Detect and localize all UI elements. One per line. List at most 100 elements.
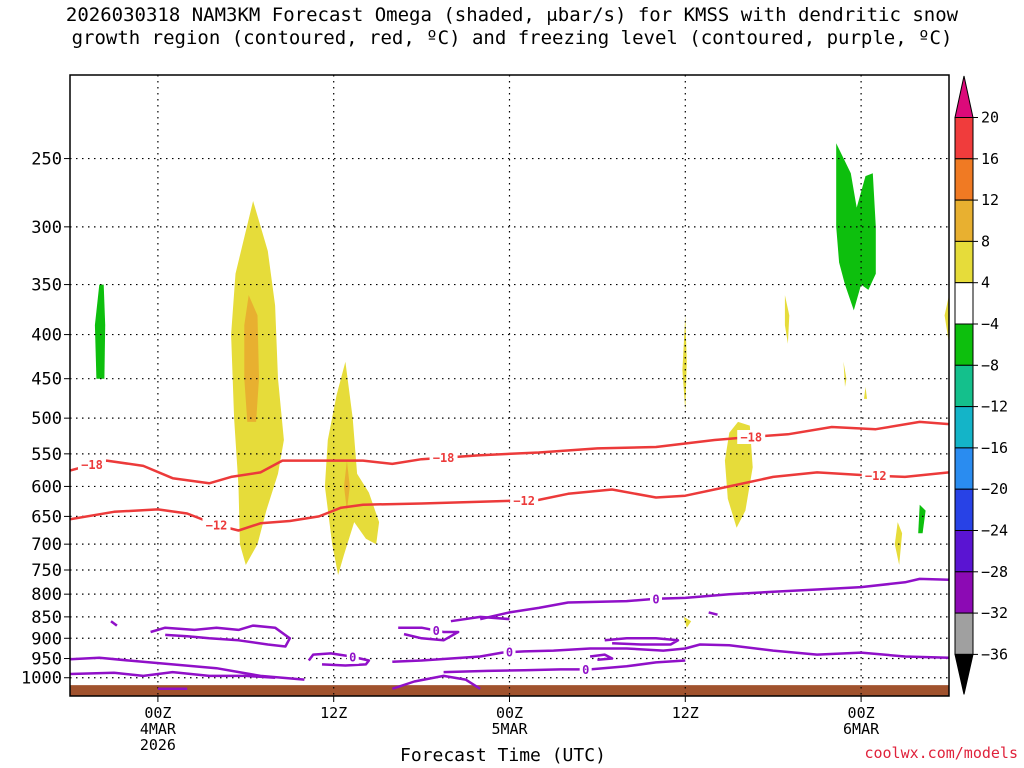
- colorbar-box: [954, 530, 974, 573]
- colorbar-label: 4: [981, 274, 990, 292]
- colorbar-top-arrow: [954, 75, 974, 118]
- colorbar-box: [954, 240, 974, 284]
- y-tick-label: 650: [31, 507, 62, 527]
- red-label-bg: [861, 468, 890, 483]
- colorbar-box: [954, 364, 974, 408]
- y-tick-label: 850: [31, 608, 62, 628]
- purple-contour-label: 0: [349, 650, 356, 664]
- colorbar-label: 8: [981, 232, 990, 250]
- colorbar-label: −8: [981, 356, 999, 374]
- colorbar-box: [954, 406, 974, 449]
- omega-region-4: [344, 460, 350, 511]
- red-contour-0: [70, 420, 949, 485]
- red-contour-label: −12: [513, 494, 535, 508]
- purple-contour-3: [70, 670, 276, 679]
- colorbar-box: [954, 117, 974, 160]
- y-tick-label: 550: [31, 445, 62, 465]
- axes: 2503003504004505005506006507007508008509…: [21, 74, 950, 754]
- x-axis-title: Forecast Time (UTC): [400, 745, 606, 766]
- purple-contour-10: [604, 637, 680, 646]
- colorbar-label: −12: [981, 398, 1008, 416]
- x-tick-label: 00Z: [848, 704, 875, 722]
- y-tick-label: 400: [31, 326, 62, 346]
- contour-lines: [70, 420, 949, 691]
- purple-contour-label: 0: [433, 624, 440, 638]
- x-tick-label: 6MAR: [843, 720, 880, 738]
- purple-contour-0: [479, 577, 949, 621]
- red-contour-label: −12: [206, 518, 228, 532]
- purple-contour-7: [398, 626, 460, 642]
- y-tick-label: 900: [31, 629, 62, 649]
- omega-region-5: [682, 315, 687, 411]
- red-contour-label: −18: [740, 431, 762, 445]
- y-tick-label: 950: [31, 650, 62, 670]
- x-tick-label: 2026: [140, 736, 176, 754]
- colorbar-bottom-arrow: [954, 653, 974, 695]
- ground-layer: [70, 685, 949, 696]
- y-tick-label: 600: [31, 477, 62, 497]
- colorbar-label: 16: [981, 150, 999, 168]
- red-label-bg: [737, 430, 766, 445]
- omega-shading: [94, 143, 949, 628]
- colorbar-label: −32: [981, 604, 1008, 622]
- omega-region-13: [944, 295, 949, 344]
- credit-link[interactable]: coolwx.com/models: [864, 744, 1018, 762]
- y-tick-label: 500: [31, 409, 62, 429]
- omega-region-0: [94, 284, 106, 379]
- x-tick-label: 5MAR: [491, 720, 528, 738]
- y-tick-label: 250: [31, 150, 62, 170]
- colorbar: 20 16 12 8 4 −4 −8 −12 −16 −20 −24 −28 −32 −36: [954, 75, 1008, 695]
- red-contour-label: −18: [81, 458, 103, 472]
- red-label-bg: [77, 457, 106, 472]
- colorbar-label: −24: [981, 522, 1008, 540]
- omega-region-12: [918, 504, 926, 534]
- omega-region-14: [683, 616, 692, 628]
- purple-contour-12: [391, 674, 481, 690]
- purple-label-bg: [503, 645, 516, 660]
- purple-contour-11: [589, 653, 614, 661]
- plot-frame: [69, 74, 950, 697]
- red-contour-label: −18: [433, 451, 455, 465]
- red-label-bg: [202, 517, 231, 532]
- colorbar-label: −4: [981, 315, 999, 333]
- purple-contour-label: 0: [652, 592, 659, 606]
- colorbar-box: [954, 323, 974, 366]
- y-tick-label: 1000: [21, 669, 62, 689]
- colorbar-box: [954, 199, 974, 242]
- colorbar-label: −36: [981, 645, 1008, 663]
- purple-label-bg: [346, 649, 359, 664]
- omega-region-2: [244, 295, 259, 422]
- purple-contour-4: [150, 624, 292, 648]
- omega-region-8: [843, 361, 847, 387]
- purple-contour-14: [708, 611, 718, 616]
- y-tick-label: 750: [31, 561, 62, 581]
- grid-lines: [70, 75, 949, 696]
- purple-contour-label: 0: [582, 663, 589, 677]
- x-tick-label: 00Z: [496, 704, 523, 722]
- ground-fill: [70, 685, 949, 696]
- purple-contour-6: [307, 652, 371, 667]
- colorbar-box: [954, 571, 974, 614]
- colorbar-box: [954, 282, 974, 325]
- red-label-bg: [510, 493, 539, 508]
- red-label-bg: [429, 450, 458, 465]
- x-tick-label: 12Z: [320, 704, 347, 722]
- omega-region-9: [864, 386, 867, 399]
- y-tick-label: 300: [31, 218, 62, 238]
- purple-label-bg: [579, 662, 592, 677]
- omega-region-6: [724, 421, 753, 528]
- y-tick-label: 350: [31, 276, 62, 296]
- omega-region-7: [784, 295, 790, 344]
- contour-labels: −18 −18 −18 −12 −12 −12 0 0 0 0 0: [77, 430, 890, 677]
- purple-contour-5: [110, 620, 118, 627]
- y-tick-label: 450: [31, 370, 62, 390]
- colorbar-label: 20: [981, 109, 999, 127]
- y-tick-label: 700: [31, 535, 62, 555]
- colorbar-label: −16: [981, 439, 1008, 457]
- colorbar-label: −28: [981, 563, 1008, 581]
- omega-region-3: [324, 361, 380, 575]
- colorbar-label: −20: [981, 480, 1008, 498]
- chart-title-line-1: 2026030318 NAM3KM Forecast Omega (shaded…: [65, 4, 959, 26]
- x-tick-label: 4MAR: [140, 720, 177, 738]
